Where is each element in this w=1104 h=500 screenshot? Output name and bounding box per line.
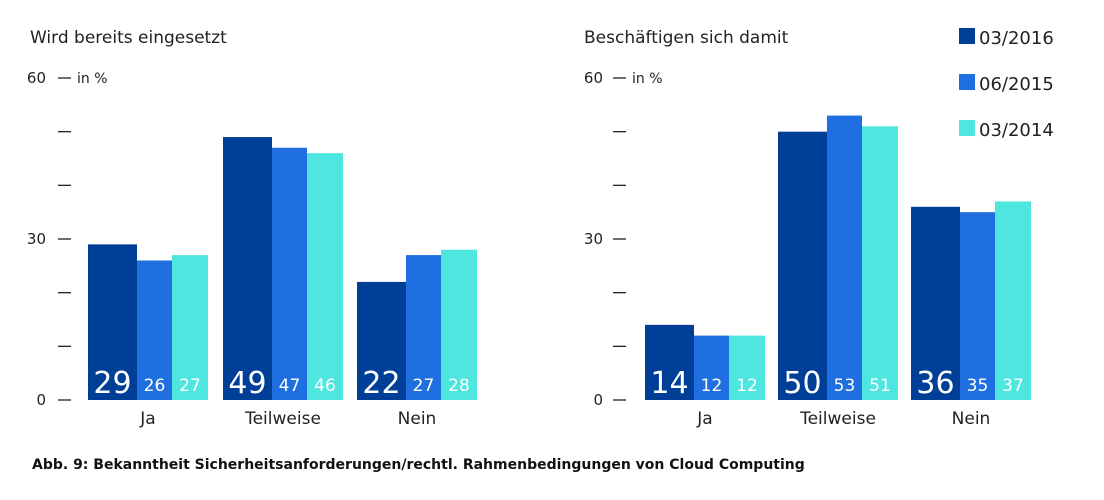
data-label: 14 [650, 366, 688, 401]
bar-teilweise-03-2016 [223, 137, 272, 401]
data-label: 51 [869, 376, 891, 396]
bar-ja-06-2015 [137, 260, 172, 400]
data-label: 53 [834, 376, 856, 396]
legend: 03/2016 06/2015 03/2014 [959, 28, 1054, 141]
bar-ja-03-2016 [645, 324, 694, 400]
data-label: 22 [362, 366, 400, 401]
y-tick-label: 30 [584, 230, 603, 248]
data-label: 36 [916, 366, 954, 401]
legend-swatch [959, 28, 975, 44]
legend-label: 06/2015 [979, 74, 1054, 95]
legend-swatch [959, 74, 975, 90]
chart-panel-2: Beschäftigen sich damit 0 30 60 in % 14 12 12 Ja… [584, 28, 1031, 429]
chart-title: Wird bereits eingesetzt [30, 28, 227, 48]
bar-ja-06-2015 [694, 335, 729, 400]
bar-nein-03-2016 [911, 206, 960, 400]
unit-label: in % [632, 71, 663, 87]
bar-teilweise-06-2015 [827, 115, 862, 401]
data-label: 37 [1002, 376, 1024, 396]
y-tick-label: 30 [27, 230, 46, 248]
data-label: 12 [701, 376, 723, 396]
bar-nein-03-2016 [357, 281, 406, 400]
data-label: 28 [448, 376, 470, 396]
bar-teilweise-03-2014 [307, 153, 343, 400]
data-label: 12 [736, 376, 758, 396]
data-label: 29 [93, 366, 131, 401]
x-tick-label: Ja [696, 409, 712, 429]
unit-label: in % [77, 71, 108, 87]
figure-caption: Abb. 9: Bekanntheit Sicherheitsanforderu… [32, 457, 805, 473]
data-label: 27 [413, 376, 435, 396]
data-label: 47 [279, 376, 301, 396]
bar-ja-03-2014 [729, 335, 765, 400]
y-tick-label: 0 [36, 391, 46, 409]
data-label: 49 [228, 366, 266, 401]
legend-label: 03/2016 [979, 28, 1054, 49]
data-label: 46 [314, 376, 336, 396]
data-label: 26 [144, 376, 166, 396]
bar-ja-03-2014 [172, 255, 208, 400]
chart-panel-1: Wird bereits eingesetzt 0 30 60 in % 29 26 27 Ja… [27, 28, 477, 429]
legend-label: 03/2014 [979, 120, 1054, 141]
legend-swatch [959, 120, 975, 136]
bar-nein-03-2014 [441, 249, 477, 400]
bar-teilweise-06-2015 [272, 147, 307, 400]
bar-nein-06-2015 [406, 255, 441, 400]
bar-nein-06-2015 [960, 212, 995, 400]
y-tick-label: 0 [593, 391, 603, 409]
y-tick-label: 60 [27, 69, 46, 87]
bar-teilweise-03-2016 [778, 131, 827, 400]
chart-title: Beschäftigen sich damit [584, 28, 789, 48]
x-tick-label: Teilweise [799, 409, 876, 429]
bar-nein-03-2014 [995, 201, 1031, 400]
bar-ja-03-2016 [88, 244, 137, 400]
bar-teilweise-03-2014 [862, 126, 898, 401]
data-label: 27 [179, 376, 201, 396]
data-label: 50 [783, 366, 821, 401]
data-label: 35 [967, 376, 989, 396]
y-tick-label: 60 [584, 69, 603, 87]
x-tick-label: Nein [398, 409, 437, 429]
x-tick-label: Ja [139, 409, 155, 429]
x-tick-label: Teilweise [244, 409, 321, 429]
x-tick-label: Nein [952, 409, 991, 429]
